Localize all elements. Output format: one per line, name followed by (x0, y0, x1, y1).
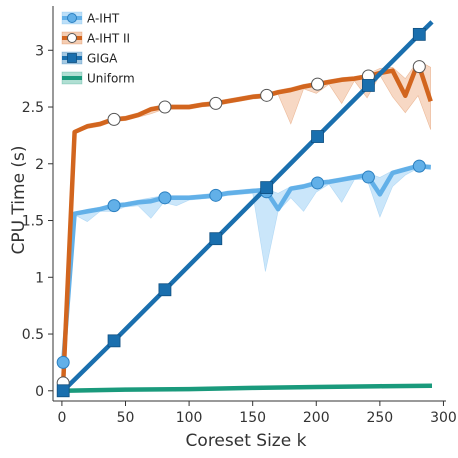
giga-marker (158, 283, 172, 297)
y-tick-label: 2.5 (22, 100, 44, 116)
legend-label-uniform: Uniform (87, 72, 135, 86)
a-iht-ii-marker (67, 33, 77, 43)
giga-marker (362, 79, 375, 92)
a-iht-marker (311, 176, 325, 190)
a-iht-marker (56, 355, 70, 369)
x-tick-label: 0 (57, 410, 66, 426)
x-tick-label: 150 (239, 410, 266, 426)
legend-item-a-iht-ii: A-IHT II (61, 32, 130, 46)
x-tick-label: 50 (117, 410, 135, 426)
x-axis-title: Coreset Size k (186, 431, 307, 451)
a-iht-marker (361, 170, 375, 184)
legend: A-IHT A-IHT II GIGA Uniform (61, 12, 135, 86)
series-markers (56, 27, 426, 398)
x-tick-label: 100 (176, 410, 203, 426)
a-iht-marker (412, 159, 426, 173)
y-tick-label: 0.5 (22, 327, 44, 343)
a-iht-ii-marker (412, 60, 426, 74)
x-tick-label: 250 (366, 410, 393, 426)
y-tick-label: 0 (35, 384, 44, 400)
legend-label-a-iht: A-IHT (87, 12, 120, 26)
giga-marker (56, 384, 70, 398)
y-tick-label: 1.5 (22, 214, 44, 230)
y-tick-label: 2 (35, 157, 44, 173)
giga-marker (107, 334, 121, 348)
a-iht-ii-marker (209, 96, 223, 110)
a-iht-ii-marker (107, 112, 121, 126)
giga-marker (67, 53, 77, 63)
y-tick-label: 1 (35, 270, 44, 286)
a-iht-marker (158, 191, 172, 205)
giga-marker (260, 181, 274, 195)
y-tick-label: 3 (35, 43, 44, 59)
a-iht-marker (209, 188, 223, 202)
legend-item-a-iht: A-IHT (61, 12, 120, 26)
x-tick-label: 200 (303, 410, 330, 426)
a-iht-ii-marker (311, 77, 325, 91)
uniform-line (63, 383, 433, 394)
giga-marker (412, 27, 426, 41)
giga-marker (209, 232, 223, 246)
axes: 0 50 100 150 200 250 300 0 0.5 1 1.5 2 2.5 3 (22, 6, 457, 426)
a-iht-marker (67, 13, 77, 23)
a-iht-ii-marker (158, 100, 172, 114)
y-axis-title: CPU Time (s) (9, 145, 29, 254)
giga-marker (311, 130, 324, 143)
legend-item-uniform: Uniform (61, 72, 135, 86)
legend-item-giga: GIGA (61, 52, 118, 66)
a-iht-marker (107, 199, 121, 213)
x-tick-label: 300 (430, 410, 457, 426)
a-iht-ii-marker (260, 88, 274, 102)
legend-label-a-iht-ii: A-IHT II (87, 32, 130, 46)
legend-label-giga: GIGA (87, 52, 118, 66)
